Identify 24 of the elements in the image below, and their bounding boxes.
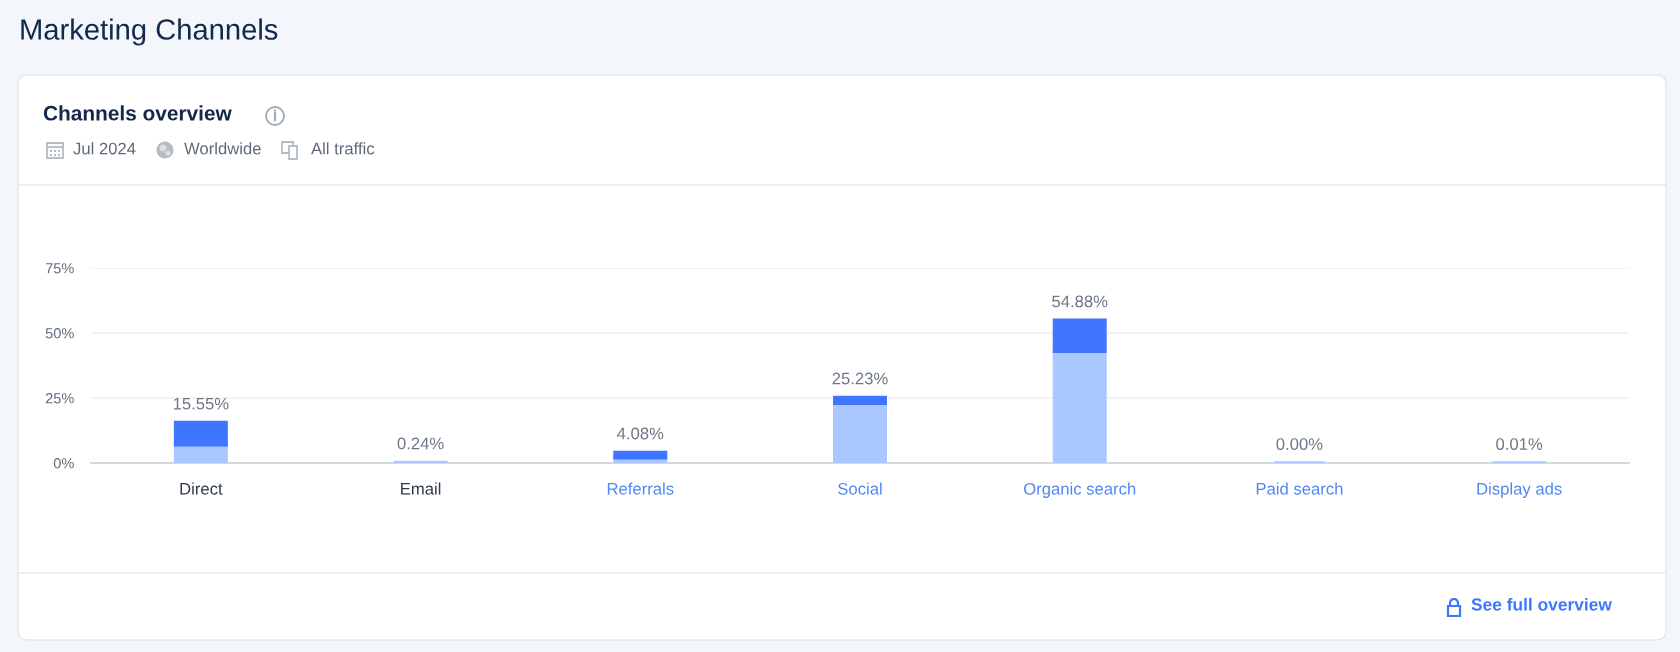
- total-label: 15.55%: [173, 397, 229, 410]
- x-tick-label: Display ads: [1477, 482, 1562, 498]
- x-tick-label: Organic search: [1024, 482, 1136, 498]
- x-tick-label: Social: [838, 482, 882, 495]
- total-label: 4.08%: [617, 427, 664, 440]
- total-label: 0.24%: [397, 437, 444, 450]
- x-tick-label: Paid search: [1256, 482, 1343, 495]
- x-tick-label: Email: [401, 482, 441, 495]
- chart-subtitle: Channels overview: [43, 105, 232, 121]
- x-tick-label: Referrals: [607, 482, 674, 495]
- text: All traffic: [311, 142, 375, 155]
- x-tick-label: Direct: [180, 482, 223, 495]
- chart-title: Marketing Channels: [21, 18, 278, 46]
- y-tick-label: 75%: [45, 263, 74, 274]
- total-label: 0.01%: [1496, 438, 1543, 450]
- text: See full overview: [1471, 597, 1612, 611]
- y-tick-label: 25%: [45, 393, 74, 404]
- total-label: 54.88%: [1052, 295, 1108, 308]
- y-tick-label: 0%: [53, 458, 74, 469]
- text: Worldwide: [184, 142, 261, 155]
- total-label: 0.00%: [1276, 438, 1323, 450]
- y-tick-label: 50%: [45, 328, 74, 339]
- text: Jul 2024: [73, 142, 136, 155]
- total-label: 25.23%: [832, 372, 888, 385]
